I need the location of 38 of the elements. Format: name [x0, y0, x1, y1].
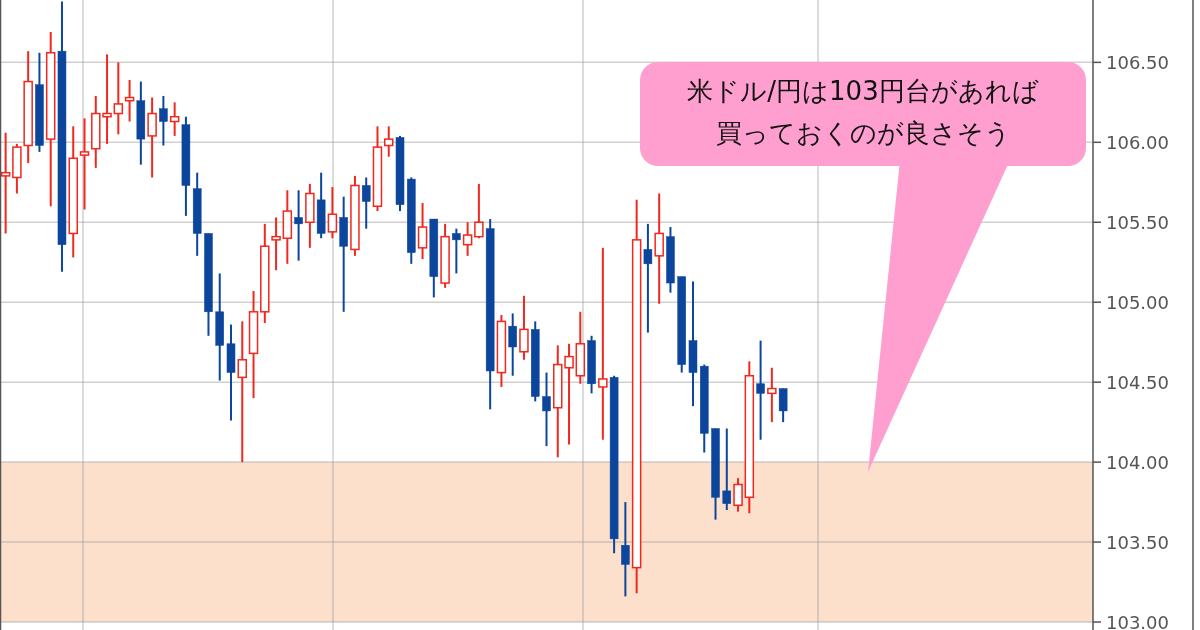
candlestick: [417, 202, 428, 261]
candlestick: [756, 339, 765, 441]
candlestick: [0, 131, 11, 235]
y-tick-label: 106.50: [1106, 51, 1169, 73]
y-tick-label: 105.00: [1106, 291, 1169, 313]
candlestick: [452, 227, 461, 275]
candlestick: [462, 221, 473, 257]
candlestick: [654, 192, 664, 305]
candlestick: [621, 501, 630, 598]
candlestick: [542, 371, 551, 448]
candlestick: [733, 477, 743, 513]
candlestick: [508, 312, 517, 377]
candlestick: [778, 387, 788, 424]
candlestick: [361, 176, 371, 230]
candlestick: [271, 216, 281, 272]
candlestick: [79, 117, 90, 211]
candlestick: [643, 222, 653, 334]
candlestick: [237, 320, 248, 464]
y-tick-label: 104.00: [1106, 451, 1169, 473]
y-tick-label: 106.00: [1106, 131, 1169, 153]
candlestick: [169, 101, 180, 137]
candlestick: [147, 96, 157, 179]
candlestick: [294, 189, 303, 262]
candlestick: [519, 294, 529, 361]
candlestick: [598, 246, 608, 441]
y-tick-label: 105.50: [1106, 211, 1169, 233]
y-tick-label: 103.00: [1106, 611, 1169, 630]
candlestick: [474, 182, 484, 240]
candlestick: [113, 61, 124, 136]
y-tick-label: 103.50: [1106, 531, 1169, 553]
y-tick-label: 104.50: [1106, 371, 1169, 393]
candlestick: [384, 125, 394, 158]
candlestick: [327, 186, 338, 240]
annotation: 米ドル/円は103円台があれば買っておくのが良さそう: [640, 62, 1086, 166]
annotation: 米ドル/円は103円台があれば買っておくのが良さそう: [687, 76, 1039, 148]
candlestick: [767, 366, 777, 424]
candlestick: [722, 427, 732, 512]
candlestick: [159, 94, 168, 147]
